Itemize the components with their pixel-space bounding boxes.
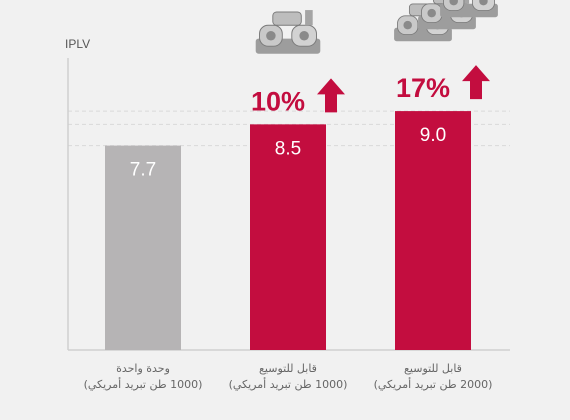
category-label: (1000 طن تبريد أمريكي) [84, 377, 203, 391]
category-label: (1000 طن تبريد أمريكي) [229, 377, 348, 391]
improvement-label: 17% [396, 73, 450, 103]
chiller-icons [255, 0, 498, 54]
category-label: قابل للتوسيع [404, 362, 462, 375]
category-label: وحدة واحدة [116, 362, 170, 375]
category-label: (2000 طن تبريد أمريكي) [374, 377, 493, 391]
bar-value-label: 7.7 [130, 160, 156, 181]
improvement-label: 10% [251, 86, 305, 116]
bar [250, 124, 326, 350]
chiller-unit-icon [255, 10, 321, 54]
y-axis-label: IPLV [65, 37, 90, 51]
bar [395, 111, 471, 350]
bar-value-label: 8.5 [275, 138, 301, 159]
up-arrow-icon [462, 65, 490, 100]
improvement-labels: 10% 17% [251, 65, 490, 116]
bars [105, 111, 471, 350]
bar [105, 145, 181, 350]
bar-value-labels: 7.7 8.5 9.0 [130, 125, 446, 181]
chiller-modules-icon [394, 0, 498, 42]
up-arrow-icon [317, 78, 345, 113]
category-label: قابل للتوسيع [259, 362, 317, 375]
bar-value-label: 9.0 [420, 125, 446, 146]
category-labels: وحدة واحدة (1000 طن تبريد أمريكي) قابل للت… [84, 362, 493, 391]
